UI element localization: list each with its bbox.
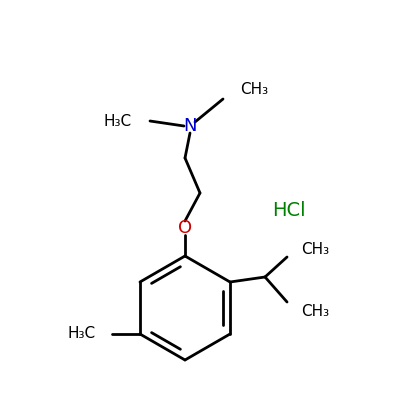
- Text: CH₃: CH₃: [240, 82, 268, 96]
- Text: CH₃: CH₃: [301, 242, 329, 256]
- Text: O: O: [178, 219, 192, 237]
- Text: N: N: [183, 117, 197, 135]
- Text: HCl: HCl: [272, 200, 306, 220]
- Text: CH₃: CH₃: [301, 304, 329, 320]
- Text: H₃C: H₃C: [104, 114, 132, 128]
- Text: H₃C: H₃C: [68, 326, 96, 342]
